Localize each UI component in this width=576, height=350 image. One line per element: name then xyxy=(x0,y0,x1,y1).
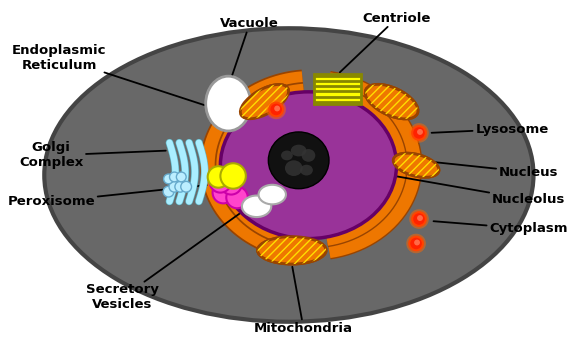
Text: Nucleus: Nucleus xyxy=(401,159,558,178)
Ellipse shape xyxy=(300,165,313,175)
Ellipse shape xyxy=(242,196,271,217)
Circle shape xyxy=(221,163,246,189)
Ellipse shape xyxy=(240,84,289,119)
Circle shape xyxy=(210,171,231,193)
Ellipse shape xyxy=(392,152,441,179)
Circle shape xyxy=(169,172,179,182)
Circle shape xyxy=(169,181,180,192)
Ellipse shape xyxy=(268,132,329,189)
Circle shape xyxy=(208,166,229,188)
Circle shape xyxy=(176,172,186,182)
Ellipse shape xyxy=(259,185,286,204)
Ellipse shape xyxy=(281,150,293,160)
Text: Nucleolus: Nucleolus xyxy=(336,166,565,206)
Text: Golgi
Complex: Golgi Complex xyxy=(19,141,166,169)
Circle shape xyxy=(417,129,423,135)
Circle shape xyxy=(270,103,283,116)
Ellipse shape xyxy=(257,237,326,264)
Ellipse shape xyxy=(239,83,290,120)
Circle shape xyxy=(213,182,234,203)
Circle shape xyxy=(266,100,286,119)
Ellipse shape xyxy=(364,83,419,120)
Circle shape xyxy=(414,240,420,245)
Ellipse shape xyxy=(302,149,315,162)
Text: Peroxisome: Peroxisome xyxy=(7,185,207,208)
Circle shape xyxy=(226,187,248,208)
Circle shape xyxy=(417,215,423,221)
Ellipse shape xyxy=(291,145,306,156)
Circle shape xyxy=(175,181,185,192)
Text: Vacuole: Vacuole xyxy=(221,17,279,84)
Text: Secretory
Vesicles: Secretory Vesicles xyxy=(86,203,255,311)
Text: Mitochondria: Mitochondria xyxy=(254,267,353,335)
Text: Cytoplasm: Cytoplasm xyxy=(434,221,568,235)
Circle shape xyxy=(409,237,423,250)
Circle shape xyxy=(274,106,280,111)
Ellipse shape xyxy=(393,153,439,177)
Circle shape xyxy=(409,209,429,229)
Ellipse shape xyxy=(44,28,533,322)
Ellipse shape xyxy=(285,160,302,176)
Circle shape xyxy=(181,181,192,192)
FancyBboxPatch shape xyxy=(314,74,361,104)
Circle shape xyxy=(412,212,426,226)
Circle shape xyxy=(409,123,429,143)
Ellipse shape xyxy=(256,235,328,266)
Circle shape xyxy=(164,174,173,184)
Circle shape xyxy=(163,186,174,197)
Text: Centriole: Centriole xyxy=(340,12,431,72)
Text: Endoplasmic
Reticulum: Endoplasmic Reticulum xyxy=(12,44,206,106)
Circle shape xyxy=(412,126,426,140)
Text: Lysosome: Lysosome xyxy=(431,122,548,135)
Ellipse shape xyxy=(206,76,251,131)
Ellipse shape xyxy=(221,92,396,239)
Circle shape xyxy=(406,234,426,253)
Ellipse shape xyxy=(365,84,418,119)
Circle shape xyxy=(221,173,242,195)
